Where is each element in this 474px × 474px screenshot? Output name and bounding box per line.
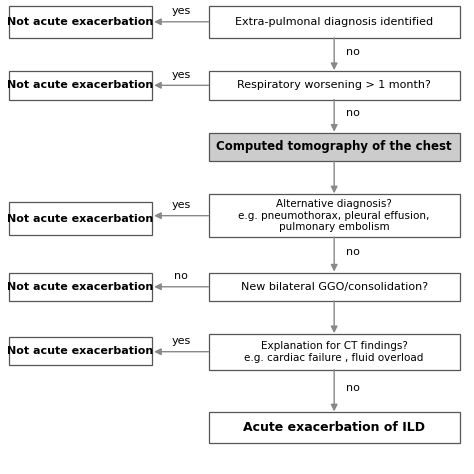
Text: Not acute exacerbation: Not acute exacerbation <box>8 282 154 292</box>
FancyBboxPatch shape <box>9 202 152 235</box>
Text: yes: yes <box>172 70 191 80</box>
FancyBboxPatch shape <box>9 71 152 100</box>
Text: yes: yes <box>172 6 191 16</box>
FancyBboxPatch shape <box>209 6 460 38</box>
Text: no: no <box>346 247 360 257</box>
FancyBboxPatch shape <box>209 194 460 237</box>
Text: no: no <box>346 383 360 393</box>
Text: Explanation for CT findings?
e.g. cardiac failure , fluid overload: Explanation for CT findings? e.g. cardia… <box>245 341 424 363</box>
Text: Extra-pulmonal diagnosis identified: Extra-pulmonal diagnosis identified <box>235 17 433 27</box>
Text: Alternative diagnosis?
e.g. pneumothorax, pleural effusion,
pulmonary embolism: Alternative diagnosis? e.g. pneumothorax… <box>238 199 430 232</box>
Text: yes: yes <box>172 200 191 210</box>
FancyBboxPatch shape <box>209 334 460 370</box>
Text: no: no <box>174 271 188 281</box>
Text: no: no <box>346 108 360 118</box>
Text: yes: yes <box>172 336 191 346</box>
FancyBboxPatch shape <box>209 133 460 161</box>
FancyBboxPatch shape <box>9 273 152 301</box>
Text: no: no <box>346 46 360 57</box>
FancyBboxPatch shape <box>209 273 460 301</box>
FancyBboxPatch shape <box>209 412 460 443</box>
Text: Not acute exacerbation: Not acute exacerbation <box>8 80 154 91</box>
FancyBboxPatch shape <box>9 6 152 38</box>
Text: Acute exacerbation of ILD: Acute exacerbation of ILD <box>243 421 425 434</box>
Text: New bilateral GGO/consolidation?: New bilateral GGO/consolidation? <box>241 282 428 292</box>
FancyBboxPatch shape <box>209 71 460 100</box>
Text: Respiratory worsening > 1 month?: Respiratory worsening > 1 month? <box>237 80 431 91</box>
Text: Not acute exacerbation: Not acute exacerbation <box>8 17 154 27</box>
FancyBboxPatch shape <box>9 337 152 365</box>
Text: Not acute exacerbation: Not acute exacerbation <box>8 346 154 356</box>
Text: Not acute exacerbation: Not acute exacerbation <box>8 213 154 224</box>
Text: Computed tomography of the chest: Computed tomography of the chest <box>216 140 452 154</box>
